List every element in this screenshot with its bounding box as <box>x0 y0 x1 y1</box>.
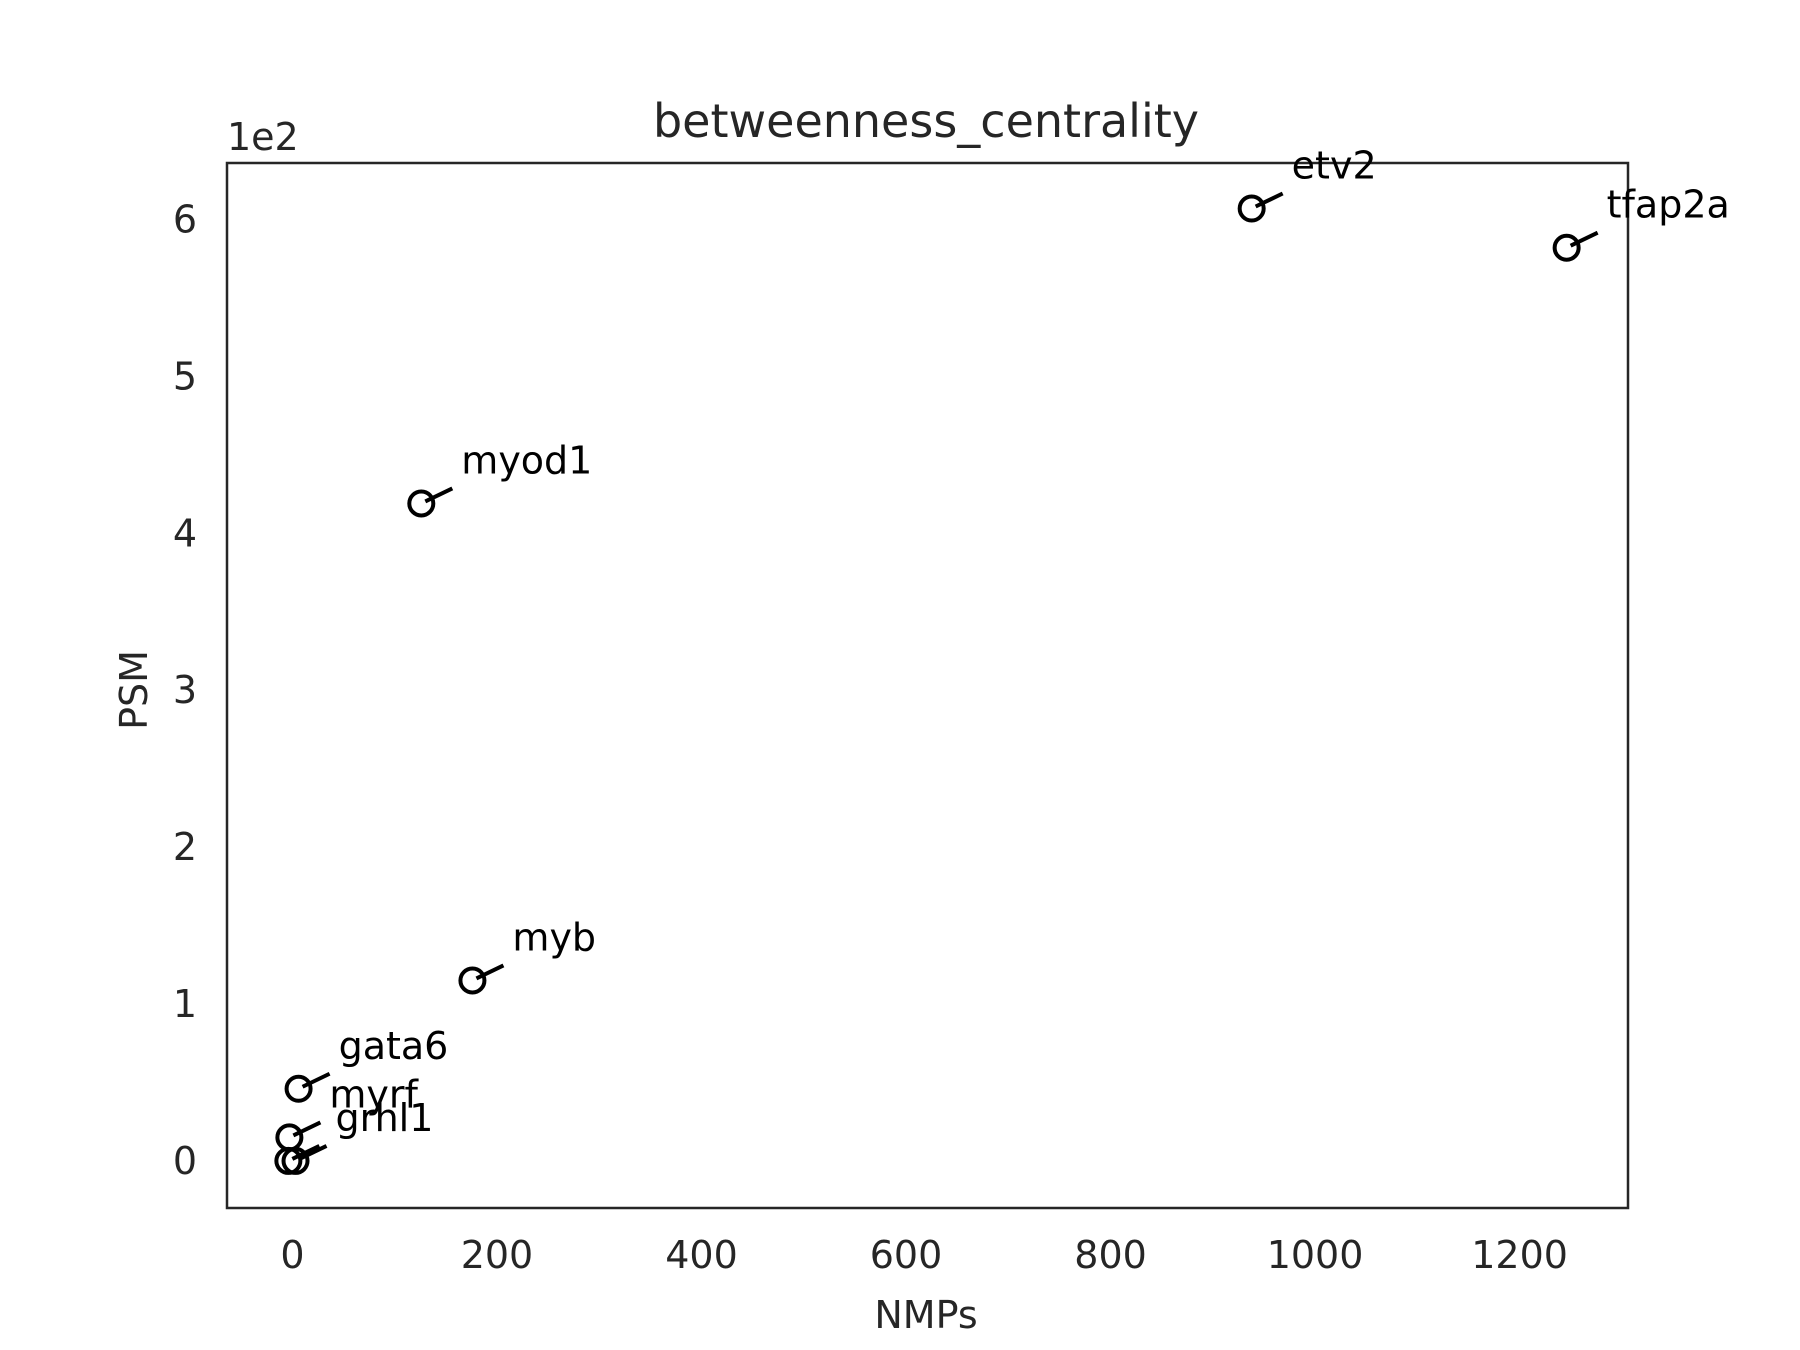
label-leader-line <box>301 1071 331 1089</box>
x-tick-label: 200 <box>461 1233 534 1277</box>
point-label: myrf <box>329 1072 419 1116</box>
y-offset-text: 1e2 <box>227 115 299 159</box>
label-leader-line <box>292 1120 322 1138</box>
x-axis-ticks: 0 200 400 600 800 1000 1200 <box>280 1233 1568 1277</box>
label-leader-line <box>475 963 505 981</box>
scatter-point <box>407 489 436 518</box>
label-leader-line <box>1254 191 1284 209</box>
y-tick-label: 4 <box>173 511 197 555</box>
x-tick-label: 0 <box>280 1233 304 1277</box>
point-label: myod1 <box>461 438 592 482</box>
chart-title: betweenness_centrality <box>653 94 1199 148</box>
y-tick-label: 2 <box>173 825 197 869</box>
x-axis-label: NMPs <box>874 1293 977 1337</box>
scatter-point <box>458 966 487 995</box>
label-leader-line <box>1569 230 1599 248</box>
point-label: grhl1 <box>336 1096 434 1140</box>
y-tick-label: 3 <box>173 668 197 712</box>
label-leader-line <box>291 1144 321 1161</box>
scatter-point <box>1552 233 1581 262</box>
y-axis-ticks: 0 1 2 3 4 5 6 <box>173 197 197 1182</box>
point-label: gata6 <box>339 1024 449 1068</box>
point-label: etv2 <box>1292 144 1377 188</box>
x-tick-label: 800 <box>1074 1233 1147 1277</box>
x-tick-label: 1200 <box>1471 1233 1568 1277</box>
y-tick-label: 5 <box>173 354 197 398</box>
scatter-point <box>284 1074 313 1103</box>
x-tick-label: 400 <box>665 1233 738 1277</box>
y-tick-label: 0 <box>173 1139 197 1183</box>
scatter-point <box>275 1123 304 1152</box>
y-axis-label: PSM <box>112 650 156 730</box>
label-leader-line <box>424 486 454 504</box>
x-tick-label: 600 <box>870 1233 943 1277</box>
point-label: myb <box>512 915 596 959</box>
y-tick-label: 1 <box>173 982 197 1026</box>
label-leader-line <box>298 1144 328 1161</box>
scatter-point <box>274 1146 303 1175</box>
y-tick-label: 6 <box>173 197 197 241</box>
scatter-point <box>1237 194 1266 223</box>
plot-frame <box>225 161 1630 1210</box>
point-label: tfap2a <box>1607 183 1730 227</box>
x-tick-label: 1000 <box>1267 1233 1364 1277</box>
